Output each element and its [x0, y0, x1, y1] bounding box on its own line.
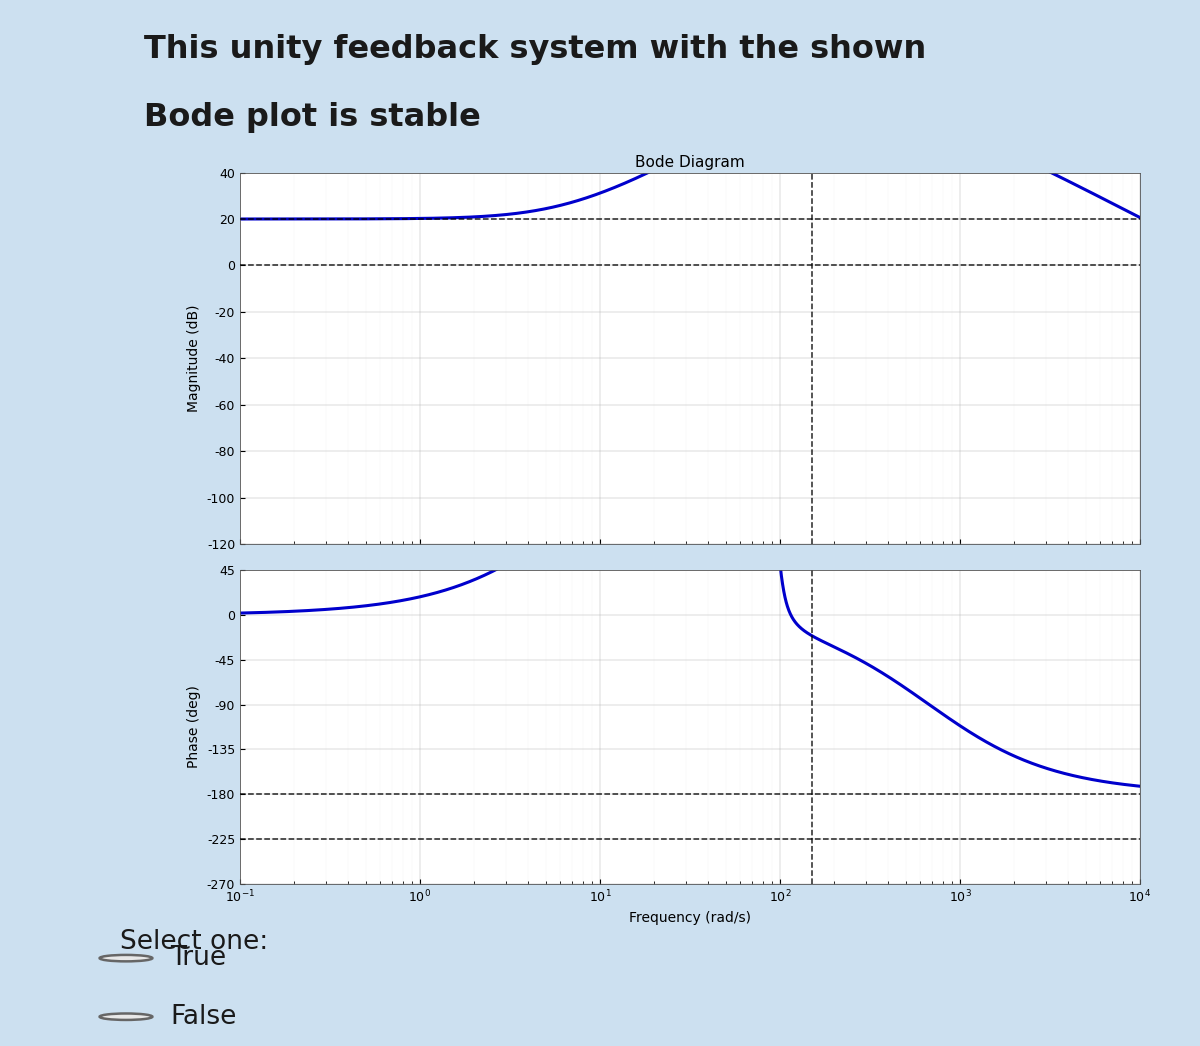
Text: This unity feedback system with the shown: This unity feedback system with the show…	[144, 35, 926, 65]
Text: True: True	[170, 946, 227, 971]
Text: False: False	[170, 1004, 236, 1029]
Text: Bode plot is stable: Bode plot is stable	[144, 103, 481, 133]
Y-axis label: Phase (deg): Phase (deg)	[187, 685, 202, 769]
Y-axis label: Magnitude (dB): Magnitude (dB)	[187, 304, 202, 412]
Text: Select one:: Select one:	[120, 929, 269, 955]
Circle shape	[100, 955, 152, 961]
Circle shape	[100, 1014, 152, 1020]
Title: Bode Diagram: Bode Diagram	[635, 155, 745, 170]
X-axis label: Frequency (rad/s): Frequency (rad/s)	[629, 911, 751, 925]
